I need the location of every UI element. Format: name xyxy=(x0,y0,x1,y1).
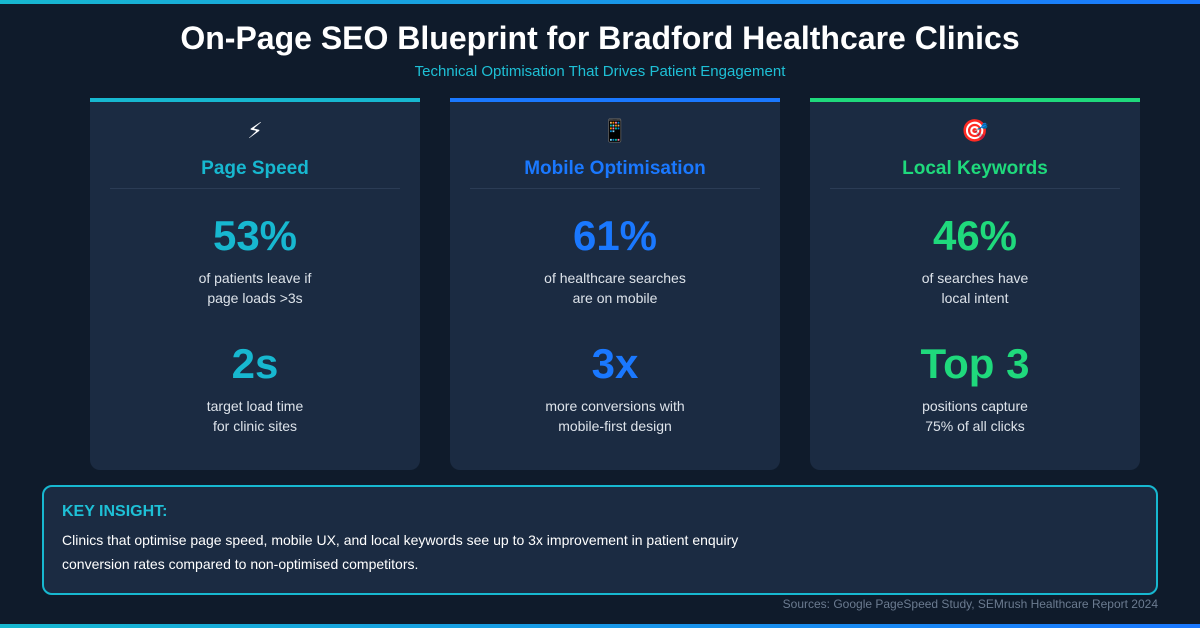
divider xyxy=(110,188,400,189)
stat-label: positions capture xyxy=(922,398,1028,414)
stat-label: page loads >3s xyxy=(207,290,303,306)
subtitle: Technical Optimisation That Drives Patie… xyxy=(414,63,786,80)
stat-value: 2s xyxy=(231,340,279,387)
stat-label: for clinic sites xyxy=(212,418,298,434)
divider xyxy=(830,188,1120,189)
stat-label: of searches have xyxy=(921,270,1029,286)
divider xyxy=(470,188,760,189)
bottom-bar xyxy=(0,624,1200,628)
card-icon: 📱 xyxy=(601,118,629,143)
stat-label: local intent xyxy=(941,290,1009,306)
insight-text: Clinics that optimise page speed, mobile… xyxy=(62,532,739,548)
card-title: Page Speed xyxy=(201,158,309,179)
stat-value: 53% xyxy=(212,212,298,259)
stat-value: Top 3 xyxy=(920,340,1030,387)
stat-label: 75% of all clicks xyxy=(925,418,1025,434)
stat-label: target load time xyxy=(206,398,304,414)
source: Sources: Google PageSpeed Study, SEMrush… xyxy=(782,597,1158,611)
card: 🎯 Local Keywords 46% of searches have local … xyxy=(810,98,1140,470)
top-bar xyxy=(0,0,1200,4)
insight-text: conversion rates compared to non-optimis… xyxy=(62,556,419,572)
card-title: Local Keywords xyxy=(902,158,1048,179)
insight-heading: KEY INSIGHT: xyxy=(62,503,168,520)
stat-value: 46% xyxy=(932,212,1018,259)
card: ⚡ Page Speed 53% of patients leave if page l… xyxy=(90,98,420,470)
stat-label: are on mobile xyxy=(572,290,658,306)
card: 📱 Mobile Optimisation 61% of healthcare sea… xyxy=(450,98,780,470)
stat-value: 61% xyxy=(572,212,658,259)
stat-label: of patients leave if xyxy=(198,270,312,286)
stat-label: more conversions with xyxy=(545,398,685,414)
insight-box: KEY INSIGHT: Clinics that optimise page … xyxy=(42,485,1158,595)
card-icon: 🎯 xyxy=(961,118,989,143)
title: On-Page SEO Blueprint for Bradford Healt… xyxy=(180,20,1020,56)
stat-label: of healthcare searches xyxy=(544,270,686,286)
card-title: Mobile Optimisation xyxy=(524,158,706,179)
stat-value: 3x xyxy=(591,340,639,387)
card-icon: ⚡ xyxy=(247,118,263,143)
stat-label: mobile-first design xyxy=(558,418,672,434)
